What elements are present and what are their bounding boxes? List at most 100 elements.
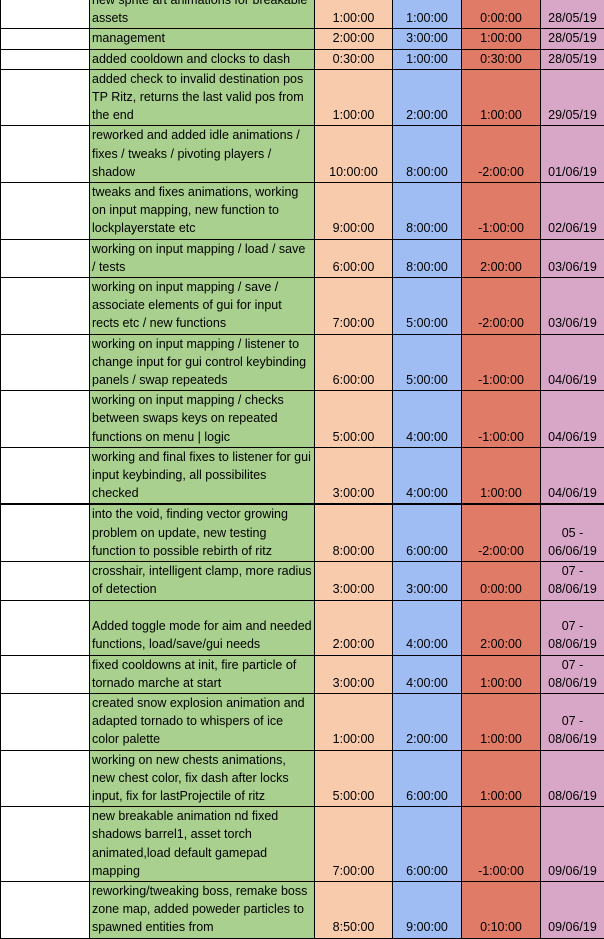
difference-cell[interactable]: 2:00:00 (462, 239, 541, 277)
difference-cell[interactable]: -1:00:00 (462, 807, 541, 882)
description-cell[interactable]: working on input mapping / save / associ… (90, 278, 315, 335)
estimated-time-cell[interactable]: 1:00:00 (315, 693, 393, 750)
date-cell[interactable]: 04/06/19 (541, 391, 604, 448)
actual-time-cell[interactable]: 4:00:00 (393, 391, 462, 448)
estimated-time-cell[interactable]: 5:00:00 (315, 391, 393, 448)
description-cell[interactable]: crosshair, intelligent clamp, more radiu… (90, 562, 315, 600)
description-cell[interactable]: management (90, 29, 315, 49)
date-cell[interactable]: 08/06/19 (541, 750, 604, 807)
estimated-time-cell[interactable]: 3:00:00 (315, 562, 393, 600)
difference-cell[interactable]: -1:00:00 (462, 183, 541, 240)
difference-cell[interactable]: -2:00:00 (462, 126, 541, 183)
description-cell[interactable]: added cooldown and clocks to dash (90, 49, 315, 69)
estimated-time-cell[interactable]: 7:00:00 (315, 807, 393, 882)
actual-time-cell[interactable]: 4:00:00 (393, 447, 462, 504)
actual-time-cell[interactable]: 3:00:00 (393, 29, 462, 49)
estimated-time-cell[interactable]: 3:00:00 (315, 447, 393, 504)
difference-cell[interactable]: -2:00:00 (462, 278, 541, 335)
description-cell[interactable]: fixed cooldowns at init, fire particle o… (90, 655, 315, 693)
difference-cell[interactable]: 1:00:00 (462, 655, 541, 693)
description-cell[interactable]: reworked and added idle animations / fix… (90, 126, 315, 183)
blank-cell[interactable] (1, 391, 90, 448)
description-cell[interactable]: into the void, finding vector growing pr… (90, 504, 315, 561)
description-cell[interactable]: working on input mapping / listener to c… (90, 334, 315, 391)
date-cell[interactable]: 09/06/19 (541, 881, 604, 938)
blank-cell[interactable] (1, 600, 90, 655)
blank-cell[interactable] (1, 49, 90, 69)
estimated-time-cell[interactable]: 3:00:00 (315, 655, 393, 693)
actual-time-cell[interactable]: 5:00:00 (393, 334, 462, 391)
date-cell[interactable]: 03/06/19 (541, 239, 604, 277)
actual-time-cell[interactable]: 9:00:00 (393, 881, 462, 938)
actual-time-cell[interactable]: 6:00:00 (393, 807, 462, 882)
blank-cell[interactable] (1, 655, 90, 693)
estimated-time-cell[interactable]: 8:50:00 (315, 881, 393, 938)
date-cell[interactable]: 28/05/19 (541, 49, 604, 69)
difference-cell[interactable]: 2:00:00 (462, 600, 541, 655)
description-cell[interactable]: added check to invalid destination pos T… (90, 69, 315, 126)
blank-cell[interactable] (1, 807, 90, 882)
estimated-time-cell[interactable]: 9:00:00 (315, 183, 393, 240)
actual-time-cell[interactable]: 6:00:00 (393, 504, 462, 561)
actual-time-cell[interactable]: 8:00:00 (393, 239, 462, 277)
blank-cell[interactable] (1, 447, 90, 504)
date-cell[interactable]: 07 - 08/06/19 (541, 562, 604, 600)
estimated-time-cell[interactable]: 6:00:00 (315, 334, 393, 391)
actual-time-cell[interactable]: 2:00:00 (393, 69, 462, 126)
difference-cell[interactable]: 1:00:00 (462, 69, 541, 126)
blank-cell[interactable] (1, 126, 90, 183)
difference-cell[interactable]: 0:00:00 (462, 0, 541, 29)
actual-time-cell[interactable]: 6:00:00 (393, 750, 462, 807)
actual-time-cell[interactable]: 2:00:00 (393, 693, 462, 750)
blank-cell[interactable] (1, 693, 90, 750)
description-cell[interactable]: working on input mapping / checks betwee… (90, 391, 315, 448)
actual-time-cell[interactable]: 8:00:00 (393, 126, 462, 183)
date-cell[interactable]: 09/06/19 (541, 807, 604, 882)
date-cell[interactable]: 07 - 08/06/19 (541, 600, 604, 655)
blank-cell[interactable] (1, 881, 90, 938)
blank-cell[interactable] (1, 239, 90, 277)
actual-time-cell[interactable]: 3:00:00 (393, 562, 462, 600)
description-cell[interactable]: new sprite art animations for breakable … (90, 0, 315, 29)
date-cell[interactable]: 29/05/19 (541, 69, 604, 126)
date-cell[interactable]: 07 - 08/06/19 (541, 655, 604, 693)
date-cell[interactable]: 05 - 06/06/19 (541, 504, 604, 561)
description-cell[interactable]: new breakable animation nd fixed shadows… (90, 807, 315, 882)
date-cell[interactable]: 03/06/19 (541, 278, 604, 335)
blank-cell[interactable] (1, 504, 90, 561)
estimated-time-cell[interactable]: 2:00:00 (315, 29, 393, 49)
actual-time-cell[interactable]: 8:00:00 (393, 183, 462, 240)
difference-cell[interactable]: 0:30:00 (462, 49, 541, 69)
date-cell[interactable]: 04/06/19 (541, 334, 604, 391)
estimated-time-cell[interactable]: 10:00:00 (315, 126, 393, 183)
difference-cell[interactable]: 1:00:00 (462, 693, 541, 750)
estimated-time-cell[interactable]: 7:00:00 (315, 278, 393, 335)
description-cell[interactable]: Added toggle mode for aim and needed fun… (90, 600, 315, 655)
actual-time-cell[interactable]: 4:00:00 (393, 655, 462, 693)
date-cell[interactable]: 02/06/19 (541, 183, 604, 240)
blank-cell[interactable] (1, 69, 90, 126)
blank-cell[interactable] (1, 29, 90, 49)
description-cell[interactable]: tweaks and fixes animations, working on … (90, 183, 315, 240)
difference-cell[interactable]: 1:00:00 (462, 750, 541, 807)
difference-cell[interactable]: 0:10:00 (462, 881, 541, 938)
estimated-time-cell[interactable]: 1:00:00 (315, 0, 393, 29)
actual-time-cell[interactable]: 5:00:00 (393, 278, 462, 335)
date-cell[interactable]: 28/05/19 (541, 0, 604, 29)
description-cell[interactable]: working on input mapping / load / save /… (90, 239, 315, 277)
difference-cell[interactable]: 0:00:00 (462, 562, 541, 600)
difference-cell[interactable]: 1:00:00 (462, 447, 541, 504)
blank-cell[interactable] (1, 0, 90, 29)
actual-time-cell[interactable]: 1:00:00 (393, 49, 462, 69)
actual-time-cell[interactable]: 1:00:00 (393, 0, 462, 29)
date-cell[interactable]: 28/05/19 (541, 29, 604, 49)
description-cell[interactable]: working on new chests animations, new ch… (90, 750, 315, 807)
estimated-time-cell[interactable]: 6:00:00 (315, 239, 393, 277)
blank-cell[interactable] (1, 562, 90, 600)
difference-cell[interactable]: -2:00:00 (462, 504, 541, 561)
difference-cell[interactable]: 1:00:00 (462, 29, 541, 49)
estimated-time-cell[interactable]: 1:00:00 (315, 69, 393, 126)
date-cell[interactable]: 01/06/19 (541, 126, 604, 183)
description-cell[interactable]: reworking/tweaking boss, remake boss zon… (90, 881, 315, 938)
difference-cell[interactable]: -1:00:00 (462, 334, 541, 391)
